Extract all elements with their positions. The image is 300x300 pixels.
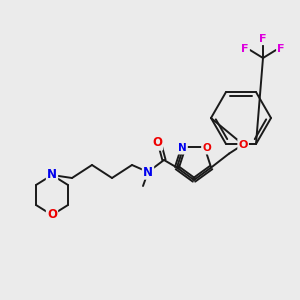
Text: O: O bbox=[152, 136, 162, 149]
Text: F: F bbox=[277, 44, 285, 54]
Text: F: F bbox=[241, 44, 249, 54]
Text: N: N bbox=[47, 169, 57, 182]
Text: N: N bbox=[143, 166, 153, 178]
Text: N: N bbox=[178, 143, 187, 153]
Text: F: F bbox=[259, 34, 267, 44]
Text: O: O bbox=[238, 140, 248, 150]
Text: O: O bbox=[202, 143, 211, 153]
Text: O: O bbox=[47, 208, 57, 221]
